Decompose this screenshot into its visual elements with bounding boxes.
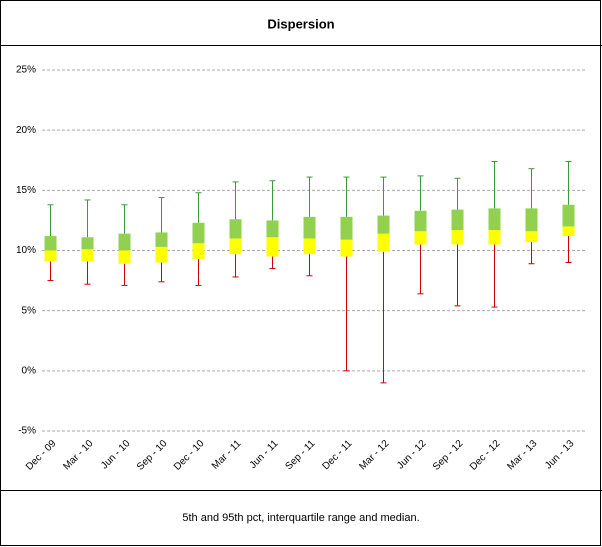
y-tick-label: -5% [18, 426, 36, 437]
upper-box [525, 208, 538, 232]
upper-box [192, 222, 205, 244]
lower-box [44, 250, 57, 262]
lower-box [340, 239, 353, 257]
upper-box [451, 209, 464, 231]
upper-box [44, 236, 57, 251]
upper-box [303, 216, 316, 239]
upper-box [229, 219, 242, 239]
upper-box [488, 208, 501, 231]
upper-box [81, 237, 94, 250]
lower-box [81, 249, 94, 262]
lower-box [266, 237, 279, 257]
lower-box [118, 250, 131, 264]
lower-box [451, 230, 464, 245]
y-tick-label: 20% [16, 125, 36, 136]
y-tick-label: 25% [16, 65, 36, 76]
chart-title: Dispersion [267, 16, 334, 31]
upper-box [377, 215, 390, 234]
upper-box [155, 232, 168, 247]
lower-box [377, 233, 390, 252]
y-tick-label: 5% [22, 305, 37, 316]
lower-box [562, 226, 575, 237]
upper-box [562, 204, 575, 227]
upper-box [340, 216, 353, 240]
upper-box [414, 210, 427, 232]
upper-box [266, 220, 279, 238]
lower-box [192, 243, 205, 259]
lower-box [525, 231, 538, 243]
lower-box [488, 230, 501, 245]
upper-box [118, 233, 131, 251]
y-tick-label: 15% [16, 185, 36, 196]
lower-box [155, 246, 168, 263]
lower-box [414, 231, 427, 245]
lower-box [229, 238, 242, 255]
caption: 5th and 95th pct, interquartile range an… [182, 512, 419, 524]
lower-box [303, 238, 316, 255]
y-tick-label: 0% [22, 365, 37, 376]
y-tick-label: 10% [16, 245, 36, 256]
